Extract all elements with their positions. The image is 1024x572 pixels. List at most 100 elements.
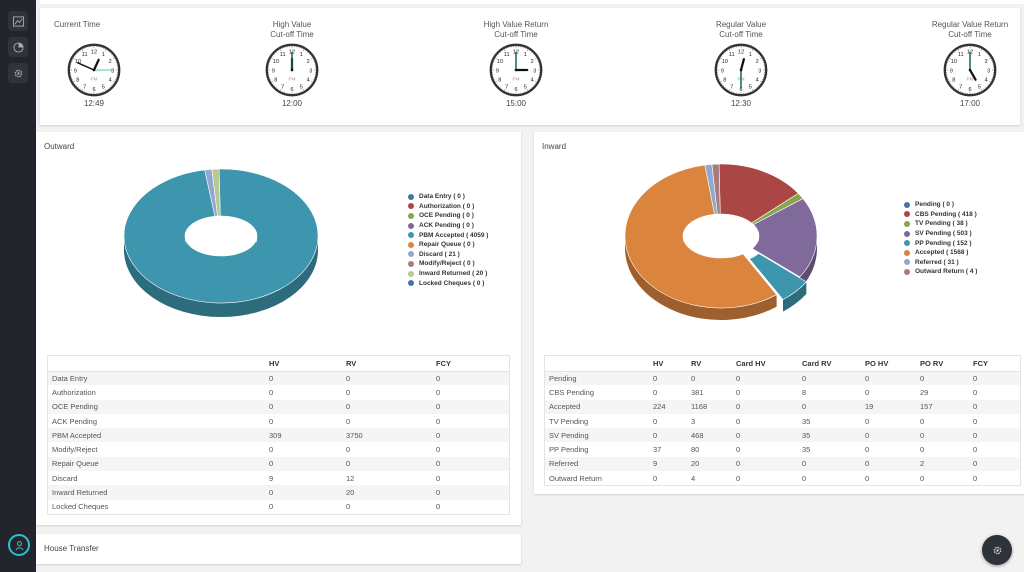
table-cell: 0 <box>969 456 1020 472</box>
clock-tick <box>955 50 957 52</box>
clock-tick <box>534 83 536 85</box>
clock-tick <box>988 80 992 83</box>
clock-tick <box>494 80 498 83</box>
column-header[interactable]: PO HV <box>861 356 916 372</box>
clock-tick <box>534 80 538 83</box>
legend-item[interactable]: CBS Pending ( 418 ) <box>904 210 977 220</box>
clock-numeral: 7 <box>730 84 733 90</box>
clock-time: 12:49 <box>83 99 105 108</box>
clock-tick <box>310 57 314 60</box>
clock-center <box>290 68 294 72</box>
legend-item[interactable]: Locked Cheques ( 0 ) <box>408 278 488 288</box>
legend-dot <box>904 240 910 247</box>
clock-tick <box>950 55 952 57</box>
user-icon[interactable] <box>8 534 30 556</box>
table-cell: 2 <box>916 456 969 472</box>
column-header[interactable]: Card HV <box>732 356 798 372</box>
clock-tick <box>279 48 282 52</box>
clock-numeral: 2 <box>531 59 534 65</box>
table-row: SV Pending 0 468 0 35 0 0 0 <box>545 428 1020 443</box>
column-header[interactable]: FCY <box>969 356 1020 372</box>
clock-numeral: 5 <box>978 84 981 90</box>
clock-tick <box>724 51 726 53</box>
legend-item[interactable]: Outward Return ( 4 ) <box>904 267 977 277</box>
clock-tick <box>111 53 113 55</box>
column-header[interactable] <box>48 356 265 372</box>
clock-tick <box>501 50 503 52</box>
legend-item[interactable]: Accepted ( 1568 ) <box>904 248 977 258</box>
legend-item[interactable]: Referred ( 31 ) <box>904 258 977 268</box>
clock-tick <box>533 85 535 87</box>
house-transfer-panel[interactable]: House Transfer <box>36 534 521 564</box>
clock-numeral: 8 <box>723 78 726 84</box>
legend-label: Modify/Reject ( 0 ) <box>419 260 475 268</box>
clock-tick <box>948 57 952 60</box>
table-cell: CBS Pending <box>549 387 595 397</box>
outward-donut-chart <box>123 168 319 317</box>
table-cell: 0 <box>436 502 441 512</box>
table-cell: 0 <box>920 416 925 426</box>
donut-slice-side <box>625 236 777 320</box>
table-cell: Modify/Reject <box>52 445 98 455</box>
chart-line-icon[interactable] <box>8 11 28 31</box>
table-cell: Discard <box>52 473 78 483</box>
legend-item[interactable]: ACK Pending ( 0 ) <box>408 221 488 231</box>
table-row: CBS Pending 0 381 0 8 0 29 0 <box>545 385 1020 399</box>
legend-label: Repair Queue ( 0 ) <box>419 241 475 249</box>
clock-tick <box>302 48 305 52</box>
legend-item[interactable]: Discard ( 21 ) <box>408 250 488 260</box>
pie-chart-icon[interactable] <box>8 37 28 57</box>
table-row: Inward Returned 0 20 0 <box>48 485 509 500</box>
table-cell: 0 <box>265 399 342 414</box>
clock-hv-cutoff: High Value Cut-off Time 123456789101112P… <box>242 20 342 108</box>
legend-item[interactable]: PP Pending ( 152 ) <box>904 238 977 248</box>
legend-item[interactable]: Repair Queue ( 0 ) <box>408 240 488 250</box>
table-cell: 381 <box>691 387 704 397</box>
legend-item[interactable]: SV Pending ( 503 ) <box>904 229 977 239</box>
legend-item[interactable]: Inward Returned ( 20 ) <box>408 269 488 279</box>
column-header[interactable]: RV <box>687 356 732 372</box>
settings-fab[interactable] <box>982 535 1012 565</box>
column-header[interactable]: HV <box>265 356 342 372</box>
column-header[interactable]: Card RV <box>798 356 861 372</box>
legend-item[interactable]: Pending ( 0 ) <box>904 200 977 210</box>
clock-tick <box>111 85 113 87</box>
legend-item[interactable]: Authorization ( 0 ) <box>408 202 488 212</box>
clock-numeral: 8 <box>952 78 955 84</box>
table-cell: OCE Pending <box>48 399 265 414</box>
clock-numeral: 9 <box>272 68 275 74</box>
legend-dot <box>408 232 414 239</box>
clock-tick <box>985 51 987 53</box>
donut-hole-top <box>683 214 759 258</box>
clock-numeral: 4 <box>307 78 310 84</box>
legend-item[interactable]: Data Entry ( 0 ) <box>408 192 488 202</box>
clock-tick <box>531 87 533 89</box>
legend-item[interactable]: Modify/Reject ( 0 ) <box>408 259 488 269</box>
column-header[interactable]: PO RV <box>916 356 969 372</box>
table-row: Accepted 224 1168 0 0 19 157 0 <box>545 399 1020 414</box>
clock-tick <box>722 53 724 55</box>
table-row: Outward Return 0 4 0 0 0 0 0 <box>545 471 1020 485</box>
table-cell: 0 <box>732 399 798 414</box>
legend-item[interactable]: OCE Pending ( 0 ) <box>408 211 488 221</box>
column-header[interactable]: HV <box>649 356 687 372</box>
table-cell: 12 <box>346 473 355 483</box>
legend-label: Locked Cheques ( 0 ) <box>419 279 485 287</box>
clock-tick <box>988 57 992 60</box>
clock-tick <box>719 57 723 60</box>
clock-tick <box>526 88 529 92</box>
clock-tick <box>310 83 312 85</box>
legend-item[interactable]: PBM Accepted ( 4059 ) <box>408 230 488 240</box>
clock-tick <box>104 48 107 52</box>
table-cell: 157 <box>916 399 969 414</box>
legend-item[interactable]: TV Pending ( 38 ) <box>904 219 977 229</box>
table-cell: 0 <box>732 371 798 386</box>
table-cell: 0 <box>342 399 432 414</box>
table-cell: 0 <box>798 399 861 414</box>
table-cell: Repair Queue <box>48 456 265 472</box>
table-cell: 0 <box>346 445 351 455</box>
column-header[interactable] <box>545 356 649 372</box>
gear-icon[interactable] <box>8 63 28 83</box>
column-header[interactable]: FCY <box>432 356 509 372</box>
column-header[interactable]: RV <box>342 356 432 372</box>
